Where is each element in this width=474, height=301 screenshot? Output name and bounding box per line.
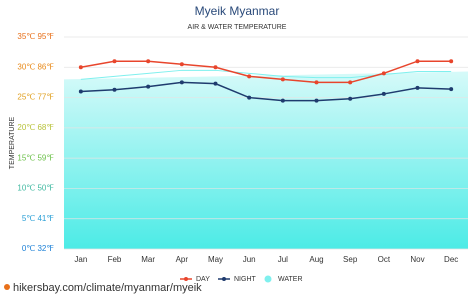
point <box>247 95 252 100</box>
water-line <box>80 69 452 80</box>
y-axis-label: TEMPERATURE <box>9 116 16 169</box>
chart-title: Myeik Myanmar <box>195 4 280 18</box>
point <box>280 77 285 82</box>
y-tick-label: 10℃ 50℉ <box>17 184 54 193</box>
point <box>280 98 285 103</box>
point <box>179 62 184 67</box>
x-tick-label: Apr <box>176 255 189 264</box>
x-tick-label: May <box>208 255 223 264</box>
point <box>314 80 319 85</box>
point <box>146 84 151 89</box>
line-0 <box>80 60 452 84</box>
point <box>415 59 420 64</box>
y-tick-label: 0℃ 32℉ <box>22 244 55 253</box>
point <box>213 65 218 70</box>
point <box>449 87 454 92</box>
point <box>78 89 83 94</box>
y-tick-label: 25℃ 77℉ <box>17 93 54 102</box>
y-tick-label: 35℃ 95℉ <box>17 32 54 41</box>
pin-icon <box>4 284 10 290</box>
point <box>415 85 420 90</box>
point <box>78 65 83 70</box>
x-tick-label: Jan <box>74 255 87 264</box>
point <box>213 81 218 86</box>
line-1 <box>80 81 452 102</box>
legend-swatch <box>184 277 188 281</box>
x-tick-label: Oct <box>378 255 391 264</box>
legend-label: NIGHT <box>234 276 257 283</box>
point <box>381 71 386 76</box>
point <box>112 87 117 92</box>
x-tick-label: Jul <box>278 255 288 264</box>
y-tick-label: 5℃ 41℉ <box>22 214 55 223</box>
y-tick-label: 15℃ 59℉ <box>17 153 54 162</box>
x-tick-label: Jun <box>243 255 256 264</box>
point <box>348 96 353 101</box>
point <box>112 59 117 64</box>
point <box>348 80 353 85</box>
legend-swatch <box>264 275 272 283</box>
point <box>146 59 151 64</box>
point <box>179 80 184 85</box>
x-tick-label: Feb <box>108 255 122 264</box>
x-tick-label: Mar <box>141 255 155 264</box>
chart-subtitle: AIR & WATER TEMPERATURE <box>188 24 287 31</box>
legend-label: DAY <box>196 276 210 283</box>
legend-label: WATER <box>278 276 303 283</box>
point <box>314 98 319 103</box>
x-tick-label: Dec <box>444 255 458 264</box>
point <box>449 59 454 64</box>
x-tick-label: Sep <box>343 255 358 264</box>
x-tick-label: Nov <box>410 255 424 264</box>
water-area <box>64 71 468 249</box>
y-tick-label: 30℃ 86℉ <box>17 62 54 71</box>
point <box>381 91 386 96</box>
point <box>247 74 252 79</box>
source-text: hikersbay.com/climate/myanmar/myeik <box>13 282 202 294</box>
x-tick-label: Aug <box>309 255 323 264</box>
legend-swatch <box>222 277 226 281</box>
y-tick-label: 20℃ 68℉ <box>17 123 54 132</box>
